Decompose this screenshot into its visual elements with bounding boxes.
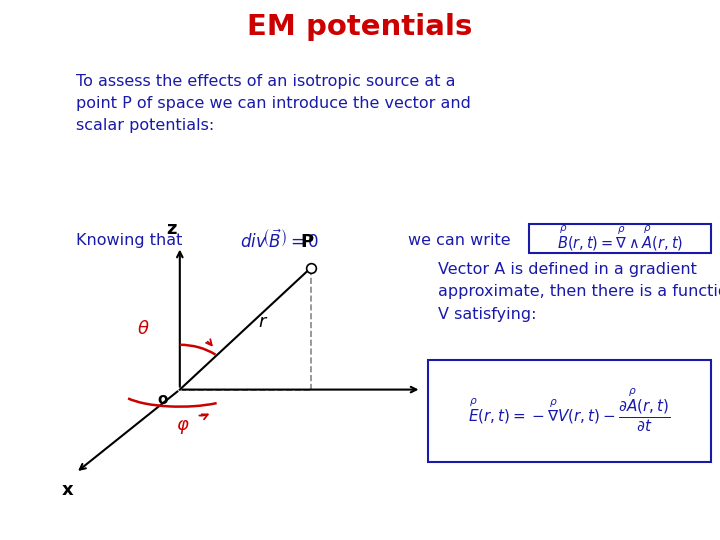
Text: $\mathit{div}\!\left(\vec{B}\right)=0$: $\mathit{div}\!\left(\vec{B}\right)=0$ [240,229,319,252]
Text: $\theta$: $\theta$ [137,320,149,338]
Text: r: r [258,313,266,330]
Text: P: P [301,233,314,251]
Text: o: o [158,392,168,407]
Text: z: z [166,220,177,238]
Text: $\overset{\rho}{E}(r,t)=-\overset{\rho}{\nabla}V(r,t)-\dfrac{\partial\overset{\r: $\overset{\rho}{E}(r,t)=-\overset{\rho}{… [469,387,671,435]
Text: EM potentials: EM potentials [247,13,473,41]
Text: Antennas – G. Villemaud    14: Antennas – G. Villemaud 14 [238,508,482,525]
Text: we can write: we can write [408,233,510,248]
Bar [528,224,711,253]
Text: y: y [431,381,444,399]
Text: $\overset{\rho}{B}(r,t)=\overset{\rho}{\nabla}\wedge\overset{\rho}{A}(r,t)$: $\overset{\rho}{B}(r,t)=\overset{\rho}{\… [557,224,683,253]
Text: Knowing that: Knowing that [76,233,182,248]
Text: To assess the effects of an isotropic source at a
point P of space we can introd: To assess the effects of an isotropic so… [76,74,471,133]
Bar [428,360,711,462]
Text: $\varphi$: $\varphi$ [176,418,190,436]
Text: Vector A is defined in a gradient
approximate, then there is a function
V satisf: Vector A is defined in a gradient approx… [438,261,720,322]
Text: x: x [61,481,73,500]
